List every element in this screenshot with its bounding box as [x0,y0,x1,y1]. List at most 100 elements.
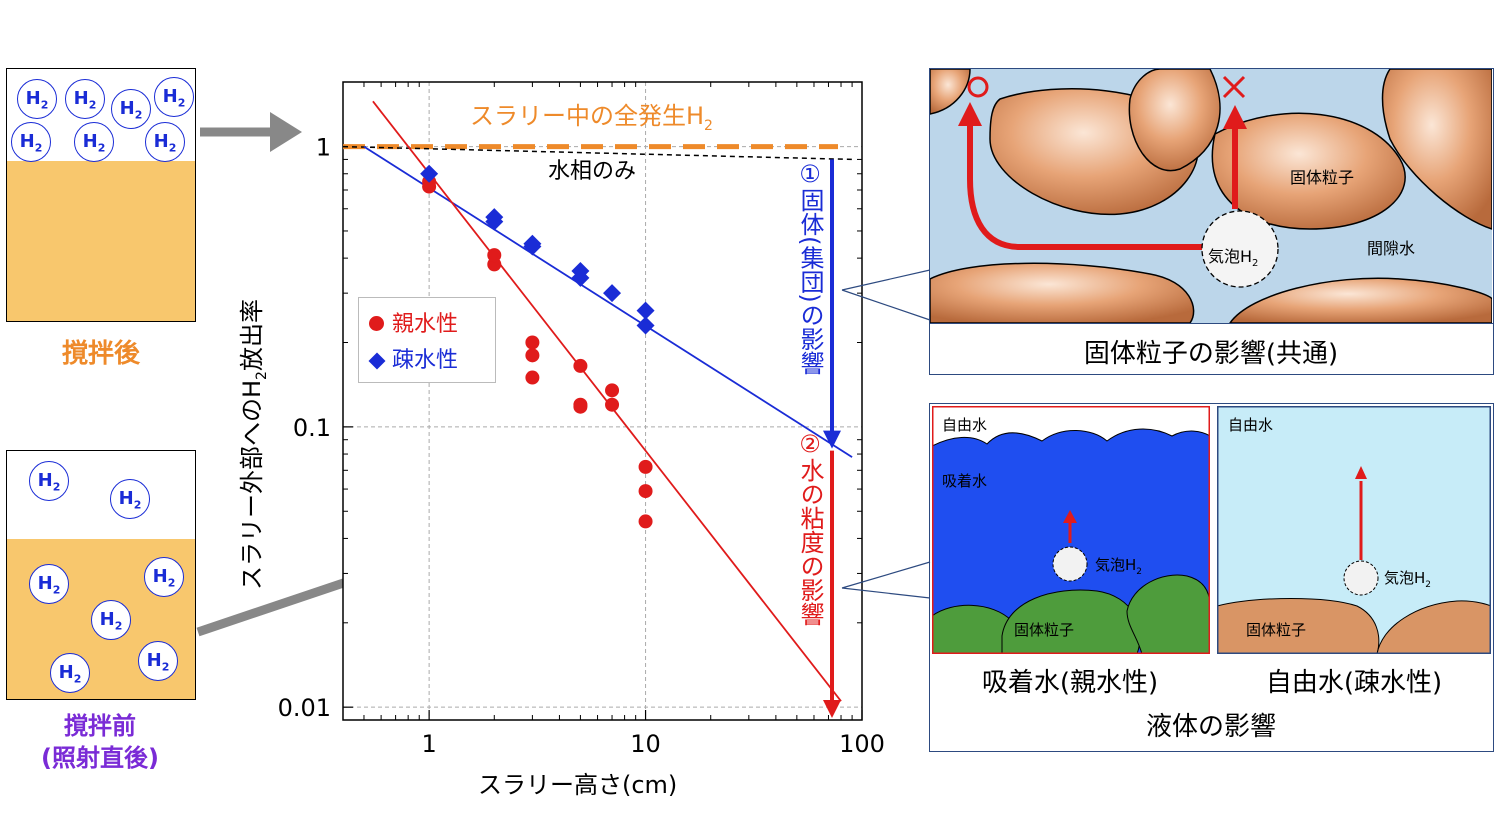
free-water-caption: 自由水(疎水性) [1265,668,1443,698]
h2-gas-bubble [1343,560,1379,596]
beaker-before-stirring: H2 H2 H2 H2 H2 H2 H2 [6,450,196,700]
data-point-hydrophilic [638,459,653,474]
liquid-panel: 自由水 吸着水 気泡H2 固体粒子 自由水 気泡H2 固体粒子 吸着水(親水性)… [929,403,1494,752]
data-point-hydrophilic [573,358,588,373]
h2-bubble: H2 [145,122,185,162]
plot-frame [342,81,863,721]
legend-item-hydrophobic: 疎水性 [368,342,458,374]
bubble-escape-path-ok [958,102,1202,250]
y-axis-label-h: H [238,379,266,398]
right-solid-label: 固体粒子 [1246,621,1307,639]
h2-bubble: H2 [29,564,69,604]
bubble-rise-arrowhead [1355,466,1367,479]
y-axis-label-sub: 2 [253,371,270,380]
h2-bubble: H2 [11,122,51,162]
x-axis-label: スラリー高さ(cm) [478,771,678,799]
before-stirring-caption-line1: 撹拌前 [64,712,136,740]
grain [1128,69,1221,172]
data-point-hydrophilic [605,383,620,398]
effect2-arrowhead [823,700,841,718]
gray-arrow-after-head [270,112,302,152]
grain-green [1126,574,1210,654]
grain [930,69,971,115]
h2-bubble: H2 [110,479,150,519]
data-point-hydrophobic [485,212,504,231]
solid-particle-label: 固体粒子 [1290,168,1355,187]
adsorbed-water-caption: 吸着水(親水性) [981,668,1159,698]
h2-bubble: H2 [111,89,151,129]
y-axis-label-part1: スラリー外部への [238,398,266,590]
legend-marker-diamond [368,352,386,370]
h2-bubble-label: 気泡H2 [1208,247,1259,270]
grain [1229,277,1492,323]
data-point-hydrophilic [525,370,540,385]
solid-particle-illustration [930,69,1492,323]
solid-particle-panel: 固体粒子 間隙水 気泡H2 固体粒子の影響(共通) [929,68,1494,375]
slurry-liquid [7,161,195,321]
grain-brown [1217,598,1380,654]
legend-item-hydrophilic: 親水性 [369,306,458,338]
total-h2-label: スラリー中の全発生H2 [470,102,713,134]
water-only-label: 水相のみ [548,159,637,184]
y-axis-label: スラリー外部へのH2放出率 [232,299,270,590]
fit-line [363,145,853,458]
data-point-hydrophobic [636,301,655,320]
before-stirring-caption-line2: (照射直後) [41,744,159,772]
y-axis-label-part3: 放出率 [238,299,266,372]
grain [1381,69,1492,230]
ng-mark-icon [1222,75,1246,99]
x-tick-label: 10 [630,730,661,758]
h2-bubble: H2 [154,77,194,117]
left-free-water-label: 自由水 [942,416,988,434]
data-point-hydrophilic [573,399,588,414]
data-point-hydrophilic [638,484,653,499]
right-bubble-label: 気泡H2 [1384,569,1432,590]
solid-panel-caption-bar [930,323,1493,374]
free-water-illustration [1217,406,1491,654]
h2-bubble: H2 [50,653,90,693]
effect2-label: ②水の粘度の影響 [796,430,824,626]
ok-mark-icon [967,76,989,98]
data-point-hydrophilic [525,335,540,350]
legend: 親水性 疎水性 [358,297,496,383]
data-point-hydrophobic [571,268,590,287]
data-point-hydrophilic [525,348,540,363]
data-point-hydrophilic [487,248,502,263]
adsorbed-water-illustration [932,406,1210,654]
right-free-water-label: 自由水 [1228,416,1274,434]
data-point-hydrophobic [523,237,542,256]
data-point-hydrophobic [420,164,439,183]
effect1-arrowhead [823,430,841,449]
after-stirring-caption: 撹拌後 [61,339,140,369]
adsorbed-water-label: 吸着水 [942,472,988,490]
data-point-hydrophilic [638,514,653,529]
water-only-line [342,145,853,161]
left-bubble-label: 気泡H2 [1095,556,1143,577]
x-tick-label: 1 [421,730,436,758]
h2-gas-bubble [1201,210,1279,288]
callout-connector-liquid [841,561,931,599]
h2-bubble: H2 [91,600,131,640]
h2-bubble: H2 [74,122,114,162]
callout-connector-solid [841,269,931,321]
pore-water-label: 間隙水 [1367,239,1416,258]
x-tick-label: 100 [839,730,885,758]
h2-bubble: H2 [65,79,105,119]
data-point-hydrophobic [603,284,622,303]
y-tick-label: 0.1 [293,414,331,442]
data-point-hydrophobic [636,316,655,335]
before-stirring-caption: 撹拌前 (照射直後) [0,710,200,774]
h2-bubble: H2 [29,461,69,501]
y-tick-label: 1 [316,134,331,162]
h2-bubble: H2 [138,641,178,681]
h2-bubble: H2 [17,79,57,119]
legend-marker-circle [369,316,384,331]
grain [930,262,1195,323]
effect1-label: ①固体(集団)の影響 [796,160,824,375]
liquid-effect-caption: 液体の影響 [1145,712,1276,742]
h2-gas-bubble [1052,546,1088,582]
plot-area: 1 10 100 0.01 0.1 1 [278,81,885,758]
bubble-rise-arrowhead [1063,510,1077,523]
y-tick-label: 0.01 [278,694,331,722]
